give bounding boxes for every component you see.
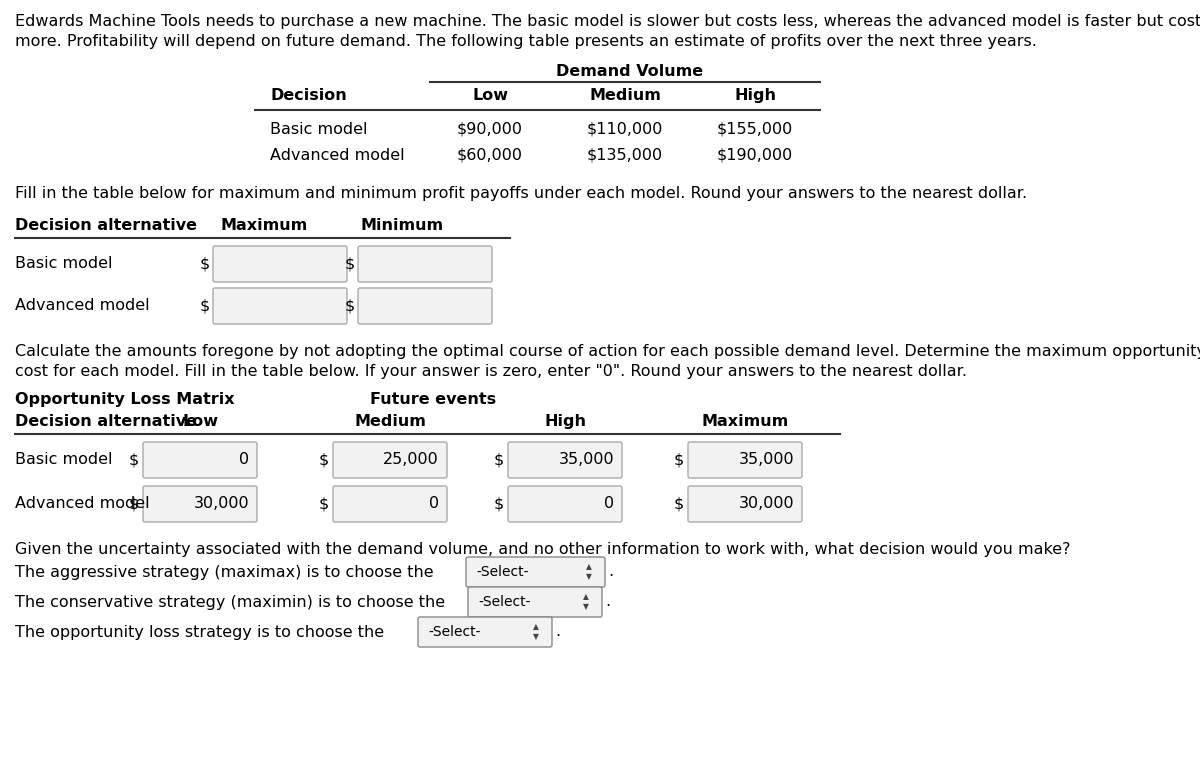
Text: -Select-: -Select- — [478, 595, 530, 609]
Text: $155,000: $155,000 — [716, 122, 793, 137]
Text: Low: Low — [182, 414, 218, 429]
Text: High: High — [544, 414, 586, 429]
Text: Future events: Future events — [370, 392, 496, 407]
Text: Medium: Medium — [589, 88, 661, 103]
Text: Advanced model: Advanced model — [14, 299, 150, 313]
Text: Basic model: Basic model — [270, 122, 367, 137]
Text: The conservative strategy (maximin) is to choose the: The conservative strategy (maximin) is t… — [14, 594, 445, 610]
Text: Advanced model: Advanced model — [270, 148, 404, 163]
Text: Decision alternative: Decision alternative — [14, 218, 197, 233]
FancyBboxPatch shape — [143, 486, 257, 522]
Text: Fill in the table below for maximum and minimum profit payoffs under each model.: Fill in the table below for maximum and … — [14, 186, 1027, 201]
Text: .: . — [605, 594, 610, 610]
Text: Basic model: Basic model — [14, 257, 113, 271]
Text: 30,000: 30,000 — [193, 496, 250, 512]
Text: Demand Volume: Demand Volume — [557, 64, 703, 79]
FancyBboxPatch shape — [468, 587, 602, 617]
Text: $110,000: $110,000 — [587, 122, 664, 137]
Text: $: $ — [199, 257, 210, 271]
Text: $190,000: $190,000 — [716, 148, 793, 163]
FancyBboxPatch shape — [358, 246, 492, 282]
FancyBboxPatch shape — [358, 288, 492, 324]
Text: $: $ — [319, 496, 329, 512]
Text: $: $ — [199, 299, 210, 313]
FancyBboxPatch shape — [214, 246, 347, 282]
Text: Decision alternative: Decision alternative — [14, 414, 197, 429]
Text: High: High — [734, 88, 776, 103]
Text: Given the uncertainty associated with the demand volume, and no other informatio: Given the uncertainty associated with th… — [14, 542, 1070, 557]
Text: .: . — [608, 565, 613, 580]
FancyBboxPatch shape — [688, 486, 802, 522]
Text: Basic model: Basic model — [14, 453, 113, 467]
FancyBboxPatch shape — [688, 442, 802, 478]
Text: -Select-: -Select- — [476, 565, 528, 579]
Text: 0: 0 — [428, 496, 439, 512]
Text: Decision: Decision — [270, 88, 347, 103]
Text: Opportunity Loss Matrix: Opportunity Loss Matrix — [14, 392, 235, 407]
Text: 0: 0 — [604, 496, 614, 512]
Text: $: $ — [319, 453, 329, 467]
Text: $: $ — [673, 496, 684, 512]
Text: .: . — [554, 624, 560, 640]
FancyBboxPatch shape — [508, 442, 622, 478]
Text: The aggressive strategy (maximax) is to choose the: The aggressive strategy (maximax) is to … — [14, 565, 433, 580]
Text: -Select-: -Select- — [428, 625, 480, 639]
Text: Medium: Medium — [354, 414, 426, 429]
Text: ▼: ▼ — [586, 572, 592, 581]
Text: Edwards Machine Tools needs to purchase a new machine. The basic model is slower: Edwards Machine Tools needs to purchase … — [14, 14, 1200, 29]
Text: Maximum: Maximum — [701, 414, 788, 429]
Text: $: $ — [493, 453, 504, 467]
Text: $90,000: $90,000 — [457, 122, 523, 137]
Text: ▲: ▲ — [583, 592, 589, 601]
Text: The opportunity loss strategy is to choose the: The opportunity loss strategy is to choo… — [14, 624, 384, 640]
Text: 35,000: 35,000 — [558, 453, 614, 467]
Text: Calculate the amounts foregone by not adopting the optimal course of action for : Calculate the amounts foregone by not ad… — [14, 344, 1200, 359]
Text: more. Profitability will depend on future demand. The following table presents a: more. Profitability will depend on futur… — [14, 34, 1037, 49]
FancyBboxPatch shape — [334, 486, 446, 522]
Text: Minimum: Minimum — [360, 218, 443, 233]
Text: $: $ — [673, 453, 684, 467]
Text: Advanced model: Advanced model — [14, 496, 150, 512]
FancyBboxPatch shape — [214, 288, 347, 324]
Text: $: $ — [128, 496, 139, 512]
FancyBboxPatch shape — [508, 486, 622, 522]
Text: ▼: ▼ — [583, 603, 589, 611]
FancyBboxPatch shape — [143, 442, 257, 478]
Text: Low: Low — [472, 88, 508, 103]
Text: 0: 0 — [239, 453, 250, 467]
Text: ▲: ▲ — [533, 623, 539, 631]
Text: $: $ — [344, 257, 355, 271]
Text: 25,000: 25,000 — [383, 453, 439, 467]
FancyBboxPatch shape — [334, 442, 446, 478]
FancyBboxPatch shape — [466, 557, 605, 587]
Text: $: $ — [493, 496, 504, 512]
Text: cost for each model. Fill in the table below. If your answer is zero, enter "0".: cost for each model. Fill in the table b… — [14, 364, 967, 379]
Text: Maximum: Maximum — [220, 218, 307, 233]
Text: $60,000: $60,000 — [457, 148, 523, 163]
Text: ▲: ▲ — [586, 562, 592, 571]
FancyBboxPatch shape — [418, 617, 552, 647]
Text: 35,000: 35,000 — [738, 453, 794, 467]
Text: ▼: ▼ — [533, 633, 539, 641]
Text: $: $ — [344, 299, 355, 313]
Text: $: $ — [128, 453, 139, 467]
Text: $135,000: $135,000 — [587, 148, 664, 163]
Text: 30,000: 30,000 — [738, 496, 794, 512]
